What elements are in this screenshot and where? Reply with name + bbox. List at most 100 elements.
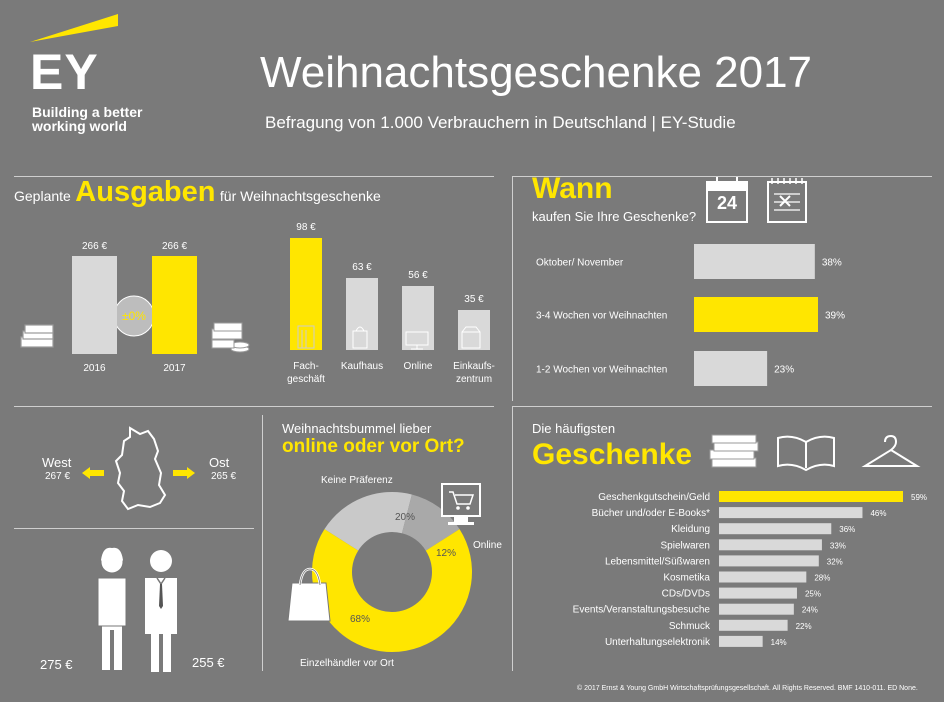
bar-category-label: 3-4 Wochen vor Weihnachten	[536, 311, 667, 322]
divider	[512, 176, 932, 177]
money-coins-icon	[211, 322, 250, 353]
bar-category-label: 2017	[163, 363, 186, 374]
bar-value-label: 36%	[839, 525, 855, 534]
bar-value-label: 25%	[805, 590, 821, 599]
geschenke-heading-pre: Die häufigsten	[532, 421, 616, 436]
bar-category-label: Oktober/ November	[536, 258, 624, 269]
region-east-value: 265 €	[211, 471, 237, 482]
bar-value-label: 22%	[796, 622, 812, 631]
ey-beam-icon	[30, 14, 118, 42]
shopping-bag-icon	[287, 567, 331, 622]
bar-value-label: 59%	[911, 493, 927, 502]
storefront-icon	[297, 325, 315, 349]
checklist-icon	[767, 178, 807, 223]
bar-category-label: Online	[404, 361, 433, 372]
money-stack-icon	[20, 324, 54, 348]
slice-value-label: 68%	[350, 614, 370, 625]
cart-monitor-icon	[441, 483, 481, 525]
divider	[14, 176, 494, 177]
bar-category-label: 1-2 Wochen vor Weihnachten	[536, 365, 667, 376]
bar-value-label: 63 €	[352, 262, 372, 273]
footer-copyright: © 2017 Ernst & Young GmbH Wirtschaftsprü…	[577, 685, 918, 692]
divider	[14, 528, 254, 529]
shop-icon	[461, 326, 481, 349]
bar	[719, 587, 797, 599]
donut-slice	[401, 494, 460, 551]
bar-category-label: Spielwaren	[661, 540, 710, 551]
spending-heading-post: für Weihnachtsgeschenke	[219, 188, 381, 204]
bar	[719, 619, 788, 631]
bar-value-label: 35 €	[464, 294, 484, 305]
gender-male-value: 255 €	[192, 655, 225, 670]
bar-value-label: 28%	[814, 574, 830, 583]
bar-value-label: 266 €	[162, 241, 187, 252]
wann-subheading: kaufen Sie Ihre Geschenke?	[532, 209, 697, 224]
bar-category-label: Fach-geschäft	[287, 361, 325, 385]
gift-bag-icon	[352, 326, 368, 349]
germany-map-icon	[114, 426, 167, 511]
gender-female-value: 275 €	[40, 657, 73, 672]
spending-heading-main: Ausgaben	[75, 176, 216, 208]
spending-years-chart: 266 € 2016 266 € 2017	[20, 241, 250, 374]
bar-category-label: 2016	[83, 363, 106, 374]
bar-value-label: 32%	[827, 557, 843, 566]
bummel-heading-1: Weihnachtsbummel lieber	[282, 421, 432, 436]
bar-value-label: 23%	[774, 365, 794, 376]
bar	[719, 635, 763, 647]
bar	[719, 603, 794, 615]
slice-category-label: Online	[473, 540, 502, 551]
bar-category-label: Kaufhaus	[341, 361, 383, 372]
bar-category-label: Kosmetika	[663, 573, 710, 584]
bar-value-label: 38%	[822, 258, 842, 269]
bar-value-label: 98 €	[296, 222, 316, 233]
banknotes-icon	[709, 434, 759, 468]
bar	[346, 278, 378, 350]
bar	[719, 507, 863, 519]
bar	[694, 244, 815, 279]
calendar-day: 24	[716, 193, 738, 213]
spending-heading-pre: Geplante	[14, 188, 71, 204]
bar-category-label: Unterhaltungselektronik	[605, 637, 711, 648]
slice-category-label: Einzelhändler vor Ort	[300, 658, 394, 669]
bar	[719, 523, 832, 535]
wann-heading: Wann	[532, 172, 613, 205]
bar-value-label: 39%	[825, 311, 845, 322]
bar	[719, 491, 903, 502]
ey-tagline-1: Building a better	[32, 104, 143, 120]
bar-category-label: Lebensmittel/Süßwaren	[605, 556, 710, 567]
bar	[694, 297, 818, 332]
arrow-east-icon	[173, 467, 195, 479]
bar	[152, 256, 197, 354]
man-icon	[145, 550, 177, 672]
bar-category-label: Bücher und/oder E-Books*	[592, 508, 711, 519]
wann-chart: Oktober/ November 38% 3-4 Wochen vor Weihn…	[536, 244, 845, 386]
donut-slice	[312, 529, 472, 652]
divider	[262, 415, 263, 671]
ey-tagline-2: working world	[32, 118, 127, 134]
slice-value-label: 20%	[395, 512, 415, 523]
region-east-label: Ost	[209, 455, 230, 470]
donut-slice	[324, 492, 412, 551]
bar	[72, 256, 117, 354]
slice-value-label: 12%	[436, 548, 456, 559]
bar	[402, 286, 434, 350]
region-west-value: 267 €	[45, 471, 71, 482]
divider	[512, 406, 932, 407]
spending-heading: Geplante Ausgaben für Weihnachtsgeschenk…	[14, 176, 381, 209]
page-subtitle: Befragung von 1.000 Verbrauchern in Deut…	[265, 113, 736, 132]
monitor-icon	[405, 331, 429, 350]
bar	[694, 351, 768, 386]
bar-category-label: Geschenkgutschein/Geld	[598, 492, 710, 503]
bar-category-label: CDs/DVDs	[662, 589, 710, 600]
page-title: Weihnachtsgeschenke 2017	[260, 48, 813, 97]
calendar-icon	[706, 177, 748, 223]
spending-channels-chart: 98 € Fach-geschäft 63 € Kaufhaus 56 € Online 3…	[287, 222, 495, 385]
bar-value-label: 266 €	[82, 241, 107, 252]
woman-icon	[97, 547, 127, 670]
bar	[719, 571, 807, 583]
book-icon	[777, 435, 835, 472]
hanger-icon	[861, 435, 921, 467]
ey-logo-text: EY	[30, 44, 99, 100]
bar-category-label: Events/Veranstaltungsbesuche	[573, 605, 711, 616]
